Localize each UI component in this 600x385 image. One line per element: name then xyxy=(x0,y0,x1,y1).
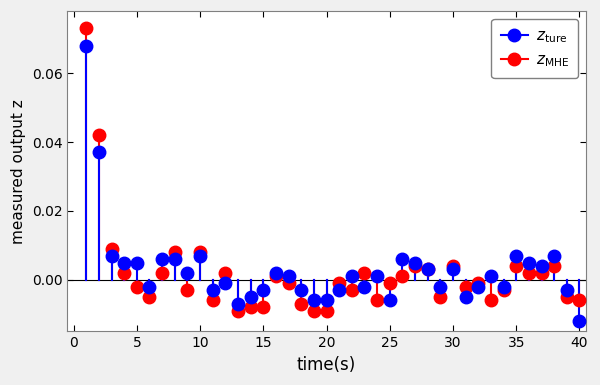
Y-axis label: measured output z: measured output z xyxy=(11,99,26,244)
Legend: $z_{\rm ture}$, $z_{\rm MHE}$: $z_{\rm ture}$, $z_{\rm MHE}$ xyxy=(491,19,578,78)
X-axis label: time(s): time(s) xyxy=(297,356,356,374)
